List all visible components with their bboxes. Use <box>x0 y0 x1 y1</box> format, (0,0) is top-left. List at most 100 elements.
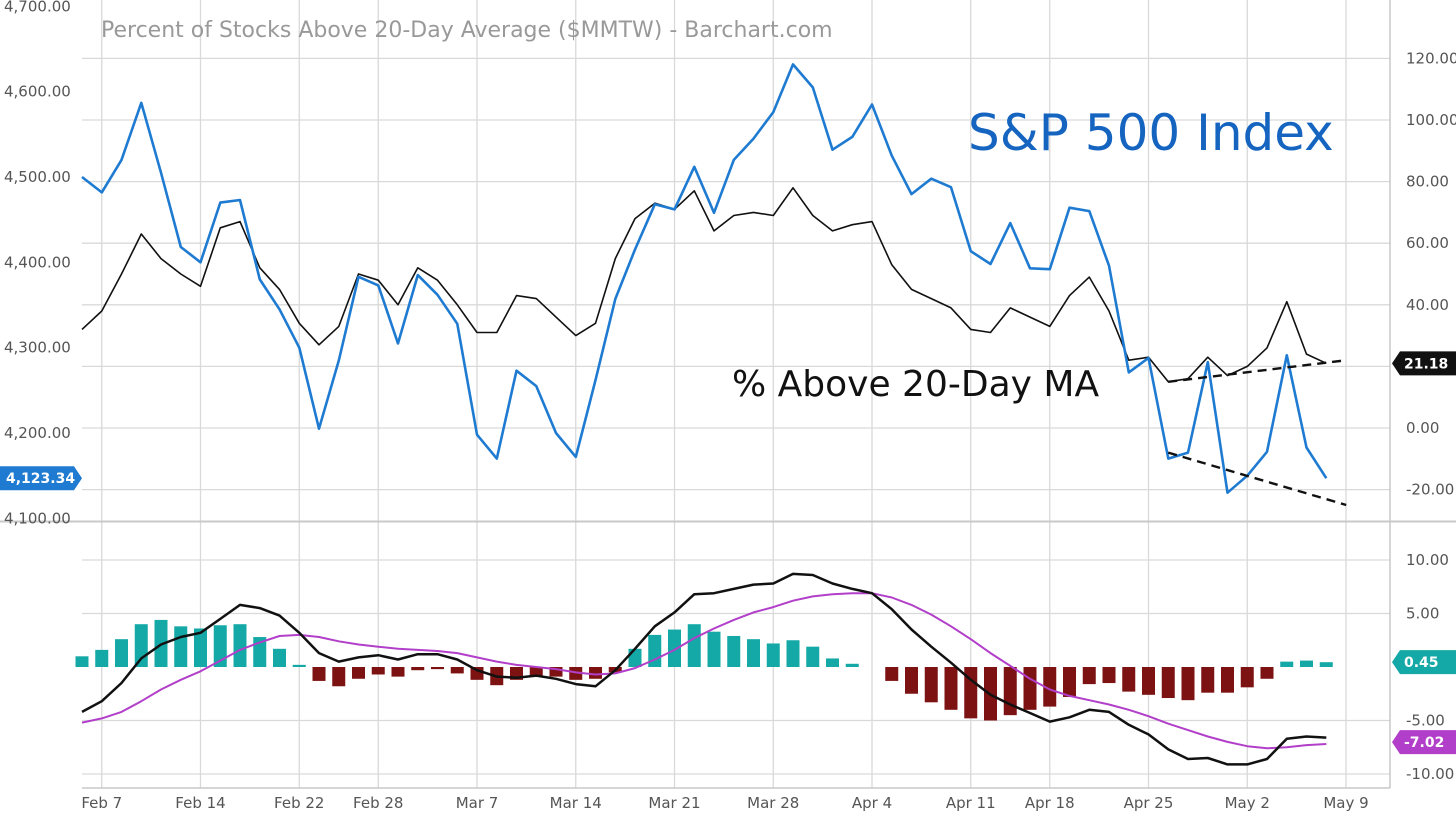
x-tick-label: Feb 7 <box>81 794 122 812</box>
pct-ma-last-badge-shape <box>1392 351 1456 376</box>
histogram-bar <box>450 667 464 674</box>
histogram-bar <box>727 635 741 667</box>
x-tick-label: Apr 11 <box>946 794 996 812</box>
histogram-bar <box>1300 660 1313 667</box>
sp500-last-badge: 4,123.34 <box>0 466 82 491</box>
histogram-last-badge: 0.45 <box>1392 650 1456 675</box>
histogram-bar <box>1221 667 1234 693</box>
histogram-bar <box>391 667 405 677</box>
sp500-last-badge-shape <box>0 466 82 491</box>
signal-last-badge-shape <box>1392 730 1456 755</box>
pct-ma-annotation: % Above 20-Day MA <box>732 364 1099 405</box>
x-tick-label: Mar 28 <box>747 794 799 812</box>
macd-axis-ticks: -10.00 -5.00 5.00 10.00 <box>1406 551 1454 783</box>
histogram-bar <box>944 667 958 710</box>
right-axis-tick-label: 100.00 <box>1406 111 1456 129</box>
histogram-bar <box>806 646 820 667</box>
value-badges: 4,123.34 21.18 0.45 -7.02 <box>0 351 1456 755</box>
axes <box>0 0 1456 789</box>
histogram-bar <box>1319 662 1333 667</box>
macd-axis-tick-label: -5.00 <box>1406 712 1445 730</box>
histogram-bar <box>924 667 938 703</box>
right-axis-tick-label: 0.00 <box>1406 419 1439 437</box>
x-tick-label: Feb 14 <box>175 794 225 812</box>
x-tick-label: Apr 4 <box>852 794 892 812</box>
right-axis-tick-label: 80.00 <box>1406 173 1449 191</box>
histogram-bar <box>1201 667 1215 693</box>
right-axis-tick-label: 60.00 <box>1406 234 1449 252</box>
histogram-bar <box>95 649 109 667</box>
histogram-bar <box>134 624 148 667</box>
histogram-bar <box>747 639 760 667</box>
histogram-bar <box>371 667 385 675</box>
histogram-bar <box>411 667 425 671</box>
histogram-bar <box>628 648 642 667</box>
series-lines <box>81 63 1347 766</box>
chart-title: Percent of Stocks Above 20-Day Average (… <box>101 18 833 43</box>
x-tick-label: Mar 7 <box>456 794 499 812</box>
histogram-bar <box>1260 667 1274 679</box>
left-axis-tick-label: 4,200.00 <box>4 424 71 442</box>
histogram-bar <box>431 667 444 670</box>
sp500-line <box>81 63 1328 495</box>
histogram-bar <box>332 667 346 687</box>
x-tick-label: Apr 18 <box>1025 794 1075 812</box>
upper-axis-ticks: -20.000.0020.0040.0060.0080.00100.00120.… <box>4 0 1456 527</box>
histogram-bar <box>1240 667 1254 688</box>
pct-ma-last-badge-text: 21.18 <box>1404 356 1448 372</box>
histogram-bar <box>766 643 780 667</box>
histogram-bar <box>569 667 583 680</box>
x-tick-label: May 9 <box>1323 794 1368 812</box>
histogram-bar <box>1161 667 1175 699</box>
histogram-bar <box>1063 667 1076 697</box>
histogram-bar <box>1280 661 1294 667</box>
histogram-bar <box>174 626 188 667</box>
histogram-bar <box>233 624 247 667</box>
macd-axis-tick-label: 5.00 <box>1406 605 1439 623</box>
histogram-bar <box>707 631 721 667</box>
histogram-bar <box>668 629 681 667</box>
x-tick-label: Feb 22 <box>274 794 324 812</box>
macd-axis-tick-label: -10.00 <box>1406 765 1454 783</box>
trendline-sp500 <box>1167 451 1347 507</box>
histogram-bar <box>549 667 563 677</box>
histogram-bar <box>194 628 207 667</box>
histogram-bar <box>75 656 89 667</box>
macd-axis-tick-label: 10.00 <box>1406 551 1449 569</box>
histogram-bar <box>352 667 365 679</box>
histogram-bar <box>213 625 227 667</box>
gridlines <box>82 0 1390 788</box>
histogram-bar <box>964 667 978 719</box>
left-axis-tick-label: 4,600.00 <box>4 83 71 101</box>
histogram-bar <box>885 667 899 681</box>
left-axis-tick-label: 4,400.00 <box>4 253 71 271</box>
histogram-bar <box>845 663 859 667</box>
x-tick-label: May 2 <box>1225 794 1270 812</box>
pct-above-ma-line <box>81 187 1327 383</box>
left-axis-tick-label: 4,100.00 <box>4 509 71 527</box>
histogram-last-badge-text: 0.45 <box>1404 655 1439 671</box>
histogram-bar <box>1043 667 1057 707</box>
signal-last-badge-text: -7.02 <box>1404 735 1444 751</box>
histogram-bar <box>1122 667 1136 692</box>
histogram-bar <box>273 648 286 667</box>
right-axis-tick-label: 40.00 <box>1406 296 1449 314</box>
histogram-bar <box>115 639 128 667</box>
histogram-bar <box>1102 667 1116 684</box>
histogram-bar <box>1142 667 1155 695</box>
histogram-bar <box>292 664 306 667</box>
histogram-bar <box>1023 667 1037 710</box>
macd-line <box>81 572 1327 766</box>
signal-last-badge: -7.02 <box>1392 730 1456 755</box>
left-axis-tick-label: 4,300.00 <box>4 339 71 357</box>
x-tick-label: Mar 21 <box>648 794 700 812</box>
histogram-bar <box>905 667 918 694</box>
left-axis-tick-label: 4,500.00 <box>4 168 71 186</box>
histogram-bar <box>786 640 800 667</box>
x-axis-ticks: Feb 7 Feb 14 Feb 22 Feb 28 Mar 7 Mar 14 Mar 21… <box>81 794 1368 812</box>
right-axis-tick-label: 120.00 <box>1406 49 1456 67</box>
sp500-annotation: S&P 500 Index <box>968 104 1334 162</box>
histogram-bar <box>1181 667 1195 701</box>
right-axis-tick-label: -20.00 <box>1406 481 1454 499</box>
